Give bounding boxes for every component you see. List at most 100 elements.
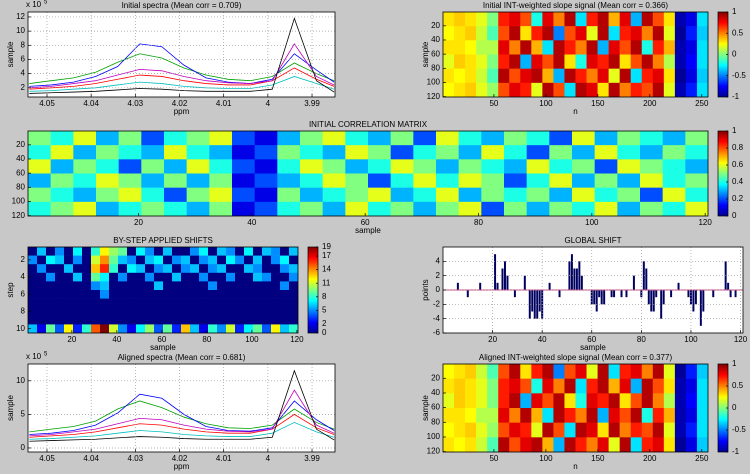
heatmap-cell — [531, 26, 543, 41]
heatmap-cell — [617, 187, 641, 203]
heatmap-cell — [46, 247, 56, 256]
heatmap-cell — [685, 68, 698, 84]
bar — [503, 261, 506, 290]
colorbar-tick-label: -0.5 — [732, 425, 746, 434]
axes-frame — [27, 363, 336, 453]
heatmap-cell — [454, 82, 466, 97]
heatmap-cell — [390, 131, 414, 146]
heatmap-cell — [531, 408, 543, 423]
heatmap-cell — [520, 422, 532, 438]
heatmap-cell — [619, 393, 632, 409]
heatmap-cell — [96, 173, 119, 188]
heatmap-cell — [289, 315, 298, 325]
heatmap-cell — [141, 201, 165, 216]
heatmap-cell — [289, 290, 298, 299]
heatmap-cell — [127, 315, 137, 325]
heatmap-cell — [235, 247, 245, 256]
heatmap-cell — [663, 82, 676, 97]
heatmap-cell — [127, 272, 137, 282]
heatmap-cell — [458, 173, 482, 188]
heatmap-cell — [608, 68, 620, 84]
heatmap-cell — [73, 201, 97, 216]
heatmap-cell — [73, 131, 97, 146]
heatmap-cell — [368, 173, 391, 188]
plot — [443, 364, 708, 452]
bar — [494, 254, 497, 290]
heatmap-cell — [28, 173, 51, 188]
heatmap-cell — [630, 54, 643, 69]
heatmap-cell — [630, 422, 643, 438]
y-tick-label: 80 — [431, 63, 440, 72]
heatmap-cell — [46, 264, 56, 274]
heatmap-cell — [141, 187, 165, 203]
heatmap-cell — [109, 247, 119, 256]
heatmap-cell — [190, 281, 200, 291]
heatmap-cell — [154, 255, 164, 265]
colorbar-tick-label: 14 — [322, 265, 331, 274]
heatmap-cell — [277, 159, 301, 174]
x-tick-label: 100 — [245, 335, 259, 344]
heatmap-cell — [232, 187, 255, 203]
chart-title: INITIAL CORRELATION MATRIX — [309, 120, 428, 129]
x-axis-label: n — [573, 107, 577, 116]
heatmap-cell — [91, 298, 101, 308]
heatmap-cell — [226, 272, 236, 282]
heatmap-cell — [289, 298, 298, 308]
heatmap-cell — [64, 324, 74, 333]
colorbar-tick-label: 0 — [732, 50, 737, 59]
heatmap-cell — [73, 173, 97, 188]
heatmap-cell — [37, 272, 47, 282]
heatmap-cell — [28, 255, 38, 265]
colorbar-tick-label: 5 — [322, 305, 327, 314]
heatmap-cell — [91, 307, 101, 317]
heatmap-cell — [91, 324, 101, 333]
heatmap-cell — [300, 145, 323, 160]
heatmap-cell — [190, 290, 200, 299]
heatmap-cell — [674, 68, 687, 84]
heatmap-cell — [652, 82, 665, 97]
heatmap-cell — [164, 131, 187, 146]
heatmap-cell — [542, 393, 554, 409]
heatmap-cell — [100, 255, 110, 265]
heatmap-cell — [630, 364, 643, 379]
x-tick-label: 4 — [266, 99, 271, 108]
bar — [558, 290, 561, 298]
heatmap-cell — [542, 82, 554, 97]
heatmap-cell — [608, 408, 620, 423]
heatmap-cell — [597, 82, 609, 97]
heatmap-cell — [199, 272, 209, 282]
spectrum-line — [29, 17, 335, 94]
heatmap-cell — [96, 131, 119, 146]
heatmap-cell — [652, 26, 665, 41]
heatmap-cell — [118, 298, 128, 308]
heatmap-cell — [553, 82, 565, 97]
heatmap-cell — [208, 272, 218, 282]
heatmap-cell — [586, 26, 598, 41]
heatmap-cell — [109, 298, 119, 308]
heatmap-cell — [91, 281, 101, 291]
heatmap-cell — [277, 187, 301, 203]
heatmap-cell — [145, 298, 155, 308]
heatmap-cell — [345, 159, 369, 174]
colorbar-tick-label: 1 — [732, 126, 737, 135]
heatmap-cell — [118, 264, 128, 274]
axes-frame — [442, 11, 709, 98]
heatmap-cell — [186, 131, 210, 146]
axes-frame — [27, 11, 336, 98]
heatmap-cell — [73, 264, 83, 274]
heatmap-cell — [253, 307, 263, 317]
heatmap-cell — [28, 247, 38, 256]
heatmap-cell — [199, 315, 209, 325]
heatmap-cell — [586, 82, 598, 97]
bar — [496, 282, 499, 290]
heatmap-cell — [73, 315, 83, 325]
heatmap-cell — [652, 393, 665, 409]
heatmap-cell — [271, 290, 281, 299]
heatmap-cell — [481, 131, 505, 146]
heatmap-cell — [190, 324, 200, 333]
heatmap-cell — [487, 422, 499, 438]
colorbar-tick-label: 17 — [322, 251, 331, 260]
